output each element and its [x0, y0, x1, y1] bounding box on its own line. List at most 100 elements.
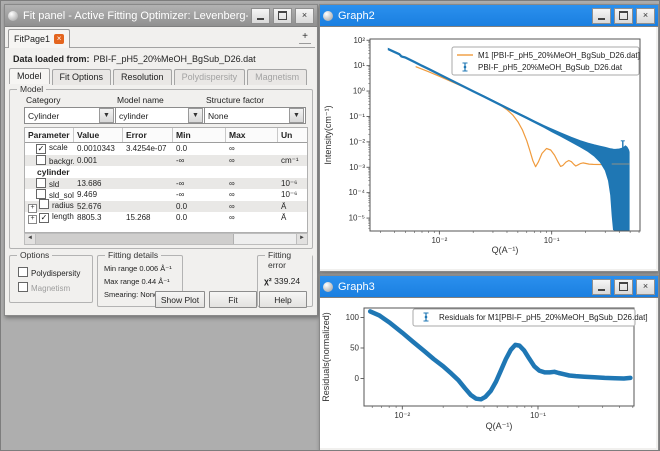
chevron-down-icon[interactable]: ▼	[99, 108, 114, 123]
param-max[interactable]: ∞	[229, 144, 235, 154]
column-header-parameter[interactable]: Parameter	[25, 128, 74, 142]
structure-factor-label: Structure factor	[206, 95, 265, 105]
param-min[interactable]: 0.0	[176, 213, 188, 223]
category-combobox[interactable]: Cylinder ▼	[24, 107, 116, 124]
param-checkbox[interactable]	[36, 189, 46, 200]
param-max[interactable]: ∞	[229, 213, 235, 223]
param-row-radius: + radius 52.676 0.0 ∞ Å	[25, 199, 307, 214]
graph2-figure[interactable]: 10⁻² 10⁻¹ 10² 10¹ 10⁰ 10⁻¹ 10⁻² 10⁻³ 10⁻⁴ 10⁻⁵ Q(A…	[320, 27, 656, 269]
param-name-cell: backgr...	[25, 154, 74, 166]
graph2-plot-canvas[interactable]: 10⁻² 10⁻¹ 10² 10¹ 10⁰ 10⁻¹ 10⁻² 10⁻³ 10⁻⁴ 10⁻⁵ Q(A…	[320, 27, 656, 269]
svg-text:M1 [PBI-F_pH5_20%MeOH_BgSub_D2: M1 [PBI-F_pH5_20%MeOH_BgSub_D26.dat]	[478, 51, 640, 60]
graph2-title: Graph2	[338, 9, 375, 22]
maximize-button[interactable]	[273, 7, 292, 24]
fitting-detail-row: Max range 0.44 Å⁻¹	[104, 277, 170, 286]
maximize-icon	[619, 11, 628, 20]
column-header-un[interactable]: Un	[281, 130, 293, 140]
fitpage-tab-label: FitPage1	[14, 34, 51, 44]
chevron-down-icon[interactable]: ▼	[289, 108, 304, 123]
scrollbar-track[interactable]	[234, 234, 296, 244]
param-checkbox[interactable]: ✓	[36, 144, 46, 155]
param-checkbox[interactable]	[36, 177, 46, 188]
param-min[interactable]: 0.0	[176, 201, 188, 211]
chevron-down-icon[interactable]: ▼	[188, 108, 203, 123]
param-value[interactable]: 52.676	[77, 201, 102, 211]
expand-icon[interactable]: +	[28, 204, 37, 214]
graph2-titlebar[interactable]: Graph2 ×	[320, 5, 658, 27]
param-min[interactable]: -∞	[176, 155, 185, 165]
model-name-label: Model name	[117, 95, 164, 105]
model-name-combobox[interactable]: cylinder ▼	[115, 107, 205, 124]
param-value[interactable]: 0.001	[77, 155, 98, 165]
tab-model[interactable]: Model	[9, 68, 50, 84]
scroll-left-icon[interactable]: ◄	[25, 234, 36, 244]
fit-button[interactable]: Fit	[209, 291, 257, 308]
model-name-value: cylinder	[119, 110, 149, 121]
param-name: sld_sol...	[49, 191, 74, 201]
tab-fitpage1[interactable]: FitPage1 ×	[8, 29, 71, 48]
param-units: Å	[281, 201, 287, 211]
expand-icon[interactable]: +	[28, 214, 37, 224]
minimize-button[interactable]	[592, 278, 611, 295]
show-plot-button[interactable]: Show Plot	[155, 291, 205, 308]
tab-resolution[interactable]: Resolution	[113, 69, 172, 85]
column-header-error[interactable]: Error	[123, 128, 173, 142]
graph3-plot-canvas[interactable]: 10⁻² 10⁻¹ 0 50 100 Q(A⁻¹) Residuals(normalized…	[320, 298, 656, 448]
minimize-button[interactable]	[251, 7, 270, 24]
param-checkbox[interactable]: ✓	[39, 212, 49, 223]
param-max[interactable]: ∞	[229, 190, 235, 200]
param-min[interactable]: -∞	[176, 178, 185, 188]
table-hscrollbar[interactable]: ◄ ►	[24, 233, 308, 245]
fit-panel-titlebar[interactable]: Fit panel - Active Fitting Optimizer: Le…	[5, 5, 317, 27]
options-groupbox: Options Polydispersity Magnetism	[9, 250, 93, 303]
tab-fit-options[interactable]: Fit Options	[51, 69, 112, 85]
chi-squared-symbol: χ²	[264, 276, 272, 286]
param-value[interactable]: 9.469	[77, 190, 98, 200]
param-min[interactable]: 0.0	[176, 144, 188, 154]
param-name: radius	[52, 201, 74, 211]
checkbox-polydispersity[interactable]: Polydispersity	[18, 267, 80, 278]
tab-polydispersity: Polydispersity	[173, 69, 246, 85]
fitpage-section-tabs: Model Fit Options Resolution Polydispersity…	[9, 68, 309, 86]
close-button[interactable]: ×	[636, 7, 655, 24]
graph3-titlebar[interactable]: Graph3 ×	[320, 276, 658, 298]
column-header-value[interactable]: Value	[74, 128, 123, 142]
param-max[interactable]: ∞	[229, 201, 235, 211]
param-units: cm⁻¹	[281, 155, 299, 165]
help-button[interactable]: Help	[259, 291, 307, 308]
fitting-detail-row: Smearing: None	[104, 290, 159, 299]
param-name: sld	[49, 179, 60, 189]
checkbox-magnetism: Magnetism	[18, 282, 70, 293]
param-value[interactable]: 8805.3	[77, 213, 102, 223]
checkbox-box[interactable]	[18, 267, 28, 277]
minimize-button[interactable]	[592, 7, 611, 24]
graph3-window: Graph3 × 10⁻² 10⁻¹ 0 50 100 Q(A⁻¹) Residuals(n…	[319, 275, 659, 450]
maximize-button[interactable]	[614, 278, 633, 295]
param-units: 10⁻⁶	[281, 178, 298, 188]
param-max[interactable]: ∞	[229, 178, 235, 188]
fitpage-tabbar: FitPage1 × +	[5, 27, 315, 48]
param-checkbox[interactable]	[39, 199, 49, 210]
add-tab-button[interactable]: +	[299, 31, 311, 44]
param-max[interactable]: ∞	[229, 155, 235, 165]
svg-text:10⁻¹: 10⁻¹	[530, 411, 546, 420]
structure-factor-combobox[interactable]: None ▼	[204, 107, 306, 124]
maximize-button[interactable]	[614, 7, 633, 24]
svg-text:Q(A⁻¹): Q(A⁻¹)	[492, 245, 519, 255]
close-button[interactable]: ×	[636, 278, 655, 295]
close-button[interactable]: ×	[295, 7, 314, 24]
column-header-max[interactable]: Max	[226, 128, 278, 142]
scroll-right-icon[interactable]: ►	[296, 234, 307, 244]
fitting-error-title: Fitting error	[265, 250, 312, 270]
sasview-logo-icon	[8, 10, 18, 21]
param-min[interactable]: -∞	[176, 190, 185, 200]
param-value[interactable]: 0.0010343	[77, 144, 115, 154]
graph3-figure[interactable]: 10⁻² 10⁻¹ 0 50 100 Q(A⁻¹) Residuals(normalized…	[320, 298, 656, 448]
param-value[interactable]: 13.686	[77, 178, 102, 188]
column-header-min[interactable]: Min	[173, 128, 226, 142]
svg-text:Intensity(cm⁻¹): Intensity(cm⁻¹)	[323, 105, 333, 164]
param-checkbox[interactable]	[36, 154, 46, 165]
close-tab-icon[interactable]: ×	[54, 34, 65, 44]
scrollbar-thumb[interactable]	[36, 234, 235, 244]
